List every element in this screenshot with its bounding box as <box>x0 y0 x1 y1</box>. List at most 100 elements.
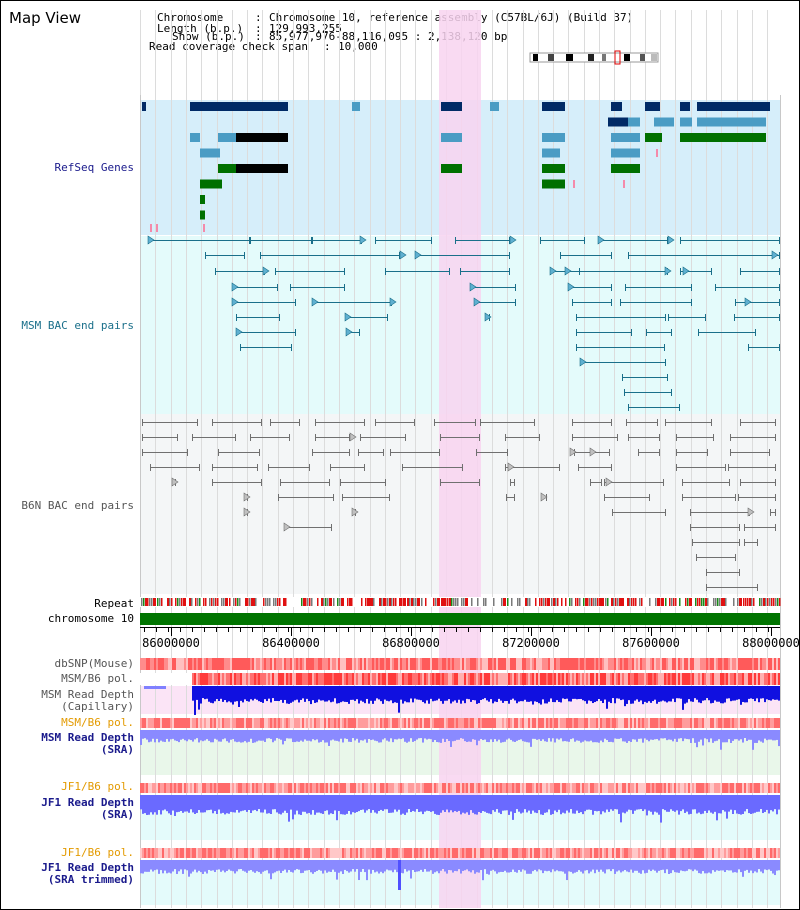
dbsnp-segment <box>300 658 302 670</box>
repeat-element <box>655 598 657 606</box>
msm-depth-sra-bar <box>334 730 336 741</box>
msm-depth-cap-bar <box>376 686 378 699</box>
msm-b6-pol-segment <box>478 673 480 685</box>
dbsnp-segment <box>224 658 226 670</box>
label-msm-depth-sra-1[interactable]: MSM Read Depth <box>41 731 134 744</box>
msm-depth-cap-bar <box>252 686 254 701</box>
msm-b6-pol-segment <box>276 673 278 685</box>
label-refseq-genes[interactable]: RefSeq Genes <box>54 161 134 174</box>
jf1-b6-pol-2-segment <box>272 848 274 858</box>
jf1-b6-pol-segment <box>422 783 424 793</box>
jf1-b6-pol-segment <box>260 783 262 793</box>
jf1-b6-pol-segment <box>762 783 764 793</box>
msm-depth-sra-bar <box>176 730 178 742</box>
jf1-b6-pol-segment <box>750 783 752 793</box>
msm-b6-pol-2-segment <box>290 718 292 728</box>
msm-depth-cap-bar <box>308 686 310 702</box>
msm-b6-pol-2-segment <box>554 718 556 728</box>
repeat-element <box>151 598 153 606</box>
msm-b6-pol-2-segment <box>668 718 670 728</box>
msm-depth-sra-bar <box>656 730 658 740</box>
label-msm-bac[interactable]: MSM BAC end pairs <box>21 319 134 332</box>
label-dbsnp[interactable]: dbSNP(Mouse) <box>54 657 134 670</box>
dbsnp-segment <box>378 658 380 670</box>
msm-b6-pol-2-segment <box>242 718 244 728</box>
msm-b6-pol-segment <box>246 673 248 685</box>
msm-b6-pol-segment <box>696 673 698 685</box>
jf1-b6-pol-2-segment <box>486 848 488 858</box>
msm-b6-pol-gap <box>140 673 192 685</box>
jf1-depth-trim-bar <box>424 860 426 870</box>
label-repeat[interactable]: Repeat <box>94 597 134 610</box>
msm-b6-pol-2-segment <box>676 718 678 728</box>
jf1-depth-sra-bar <box>182 795 184 813</box>
jf1-b6-pol-2-segment <box>650 848 652 858</box>
label-jf1-b6-pol[interactable]: JF1/B6 pol. <box>61 780 134 793</box>
jf1-depth-sra-bar <box>778 795 780 810</box>
msm-b6-pol-segment <box>598 673 600 685</box>
label-msm-depth-cap-1[interactable]: MSM Read Depth <box>41 688 134 701</box>
msm-b6-pol-segment <box>320 673 322 685</box>
jf1-b6-pol-2-segment <box>394 848 396 858</box>
label-msm-b6-pol-2[interactable]: MSM/B6 pol. <box>61 716 134 729</box>
jf1-b6-pol-segment <box>522 783 524 793</box>
msm-b6-pol-segment <box>630 673 632 685</box>
dbsnp-segment <box>464 658 466 670</box>
dbsnp-segment <box>418 658 420 670</box>
msm-b6-pol-2-segment <box>180 718 182 728</box>
msm-b6-pol-segment <box>534 673 536 685</box>
b6n-bac-arrow <box>589 447 597 457</box>
msm-depth-cap-bar <box>356 686 358 700</box>
jf1-depth-sra-bar <box>626 795 628 812</box>
jf1-b6-pol-segment <box>178 783 180 793</box>
msm-b6-pol-2-segment <box>278 718 280 728</box>
msm-b6-pol-2-segment <box>202 718 204 728</box>
dbsnp-segment <box>340 658 342 670</box>
jf1-depth-trim-bar <box>588 860 590 874</box>
label-msm-b6-pol[interactable]: MSM/B6 pol. <box>61 672 134 685</box>
msm-b6-pol-segment <box>306 673 308 685</box>
msm-depth-cap-bar <box>452 686 454 702</box>
msm-depth-sra-bar <box>266 730 268 739</box>
msm-depth-sra-bar <box>634 730 636 740</box>
jf1-depth-sra-bar <box>384 795 386 810</box>
msm-depth-sra-bar <box>418 730 420 739</box>
jf1-b6-pol-segment <box>770 783 772 793</box>
jf1-depth-trim-bar <box>238 860 240 870</box>
repeat-element <box>369 598 372 606</box>
dbsnp-segment <box>296 658 298 670</box>
repeat-element <box>525 598 528 606</box>
jf1-b6-pol-2-segment <box>250 848 252 858</box>
jf1-b6-pol-2-segment <box>172 848 174 858</box>
msm-b6-pol-segment <box>514 673 516 685</box>
msm-depth-cap-bar <box>556 686 558 701</box>
repeat-element <box>309 598 311 606</box>
msm-b6-pol-segment <box>278 673 280 685</box>
dbsnp-segment <box>412 658 414 670</box>
msm-depth-sra-bar <box>604 730 606 739</box>
jf1-b6-pol-segment <box>414 783 416 793</box>
repeat-element <box>679 598 681 606</box>
dbsnp-segment <box>646 658 648 670</box>
repeat-element <box>601 598 604 606</box>
msm-depth-sra-bar <box>624 730 626 742</box>
msm-depth-cap-bar <box>336 686 338 704</box>
dbsnp-segment <box>502 658 504 670</box>
label-jf1-b6-pol-2[interactable]: JF1/B6 pol. <box>61 846 134 859</box>
jf1-b6-pol-segment <box>368 783 370 793</box>
dbsnp-segment <box>548 658 550 670</box>
jf1-depth-trim-bar <box>410 860 412 879</box>
jf1-depth-trim-bar <box>352 860 354 870</box>
msm-depth-cap-bar <box>748 686 750 699</box>
msm-b6-pol-segment <box>658 673 660 685</box>
jf1-b6-pol-2-segment <box>304 848 306 858</box>
label-jf1-depth-trim-1[interactable]: JF1 Read Depth <box>41 861 134 874</box>
msm-b6-pol-2-segment <box>244 718 246 728</box>
jf1-depth-sra-bar <box>692 795 694 810</box>
label-b6n-bac[interactable]: B6N BAC end pairs <box>21 499 134 512</box>
msm-depth-sra-bar <box>558 730 560 740</box>
jf1-b6-pol-2-segment <box>382 848 384 858</box>
msm-b6-pol-2-segment <box>442 718 444 728</box>
jf1-depth-trim-bar <box>190 860 192 874</box>
label-jf1-depth-sra-1[interactable]: JF1 Read Depth <box>41 796 134 809</box>
